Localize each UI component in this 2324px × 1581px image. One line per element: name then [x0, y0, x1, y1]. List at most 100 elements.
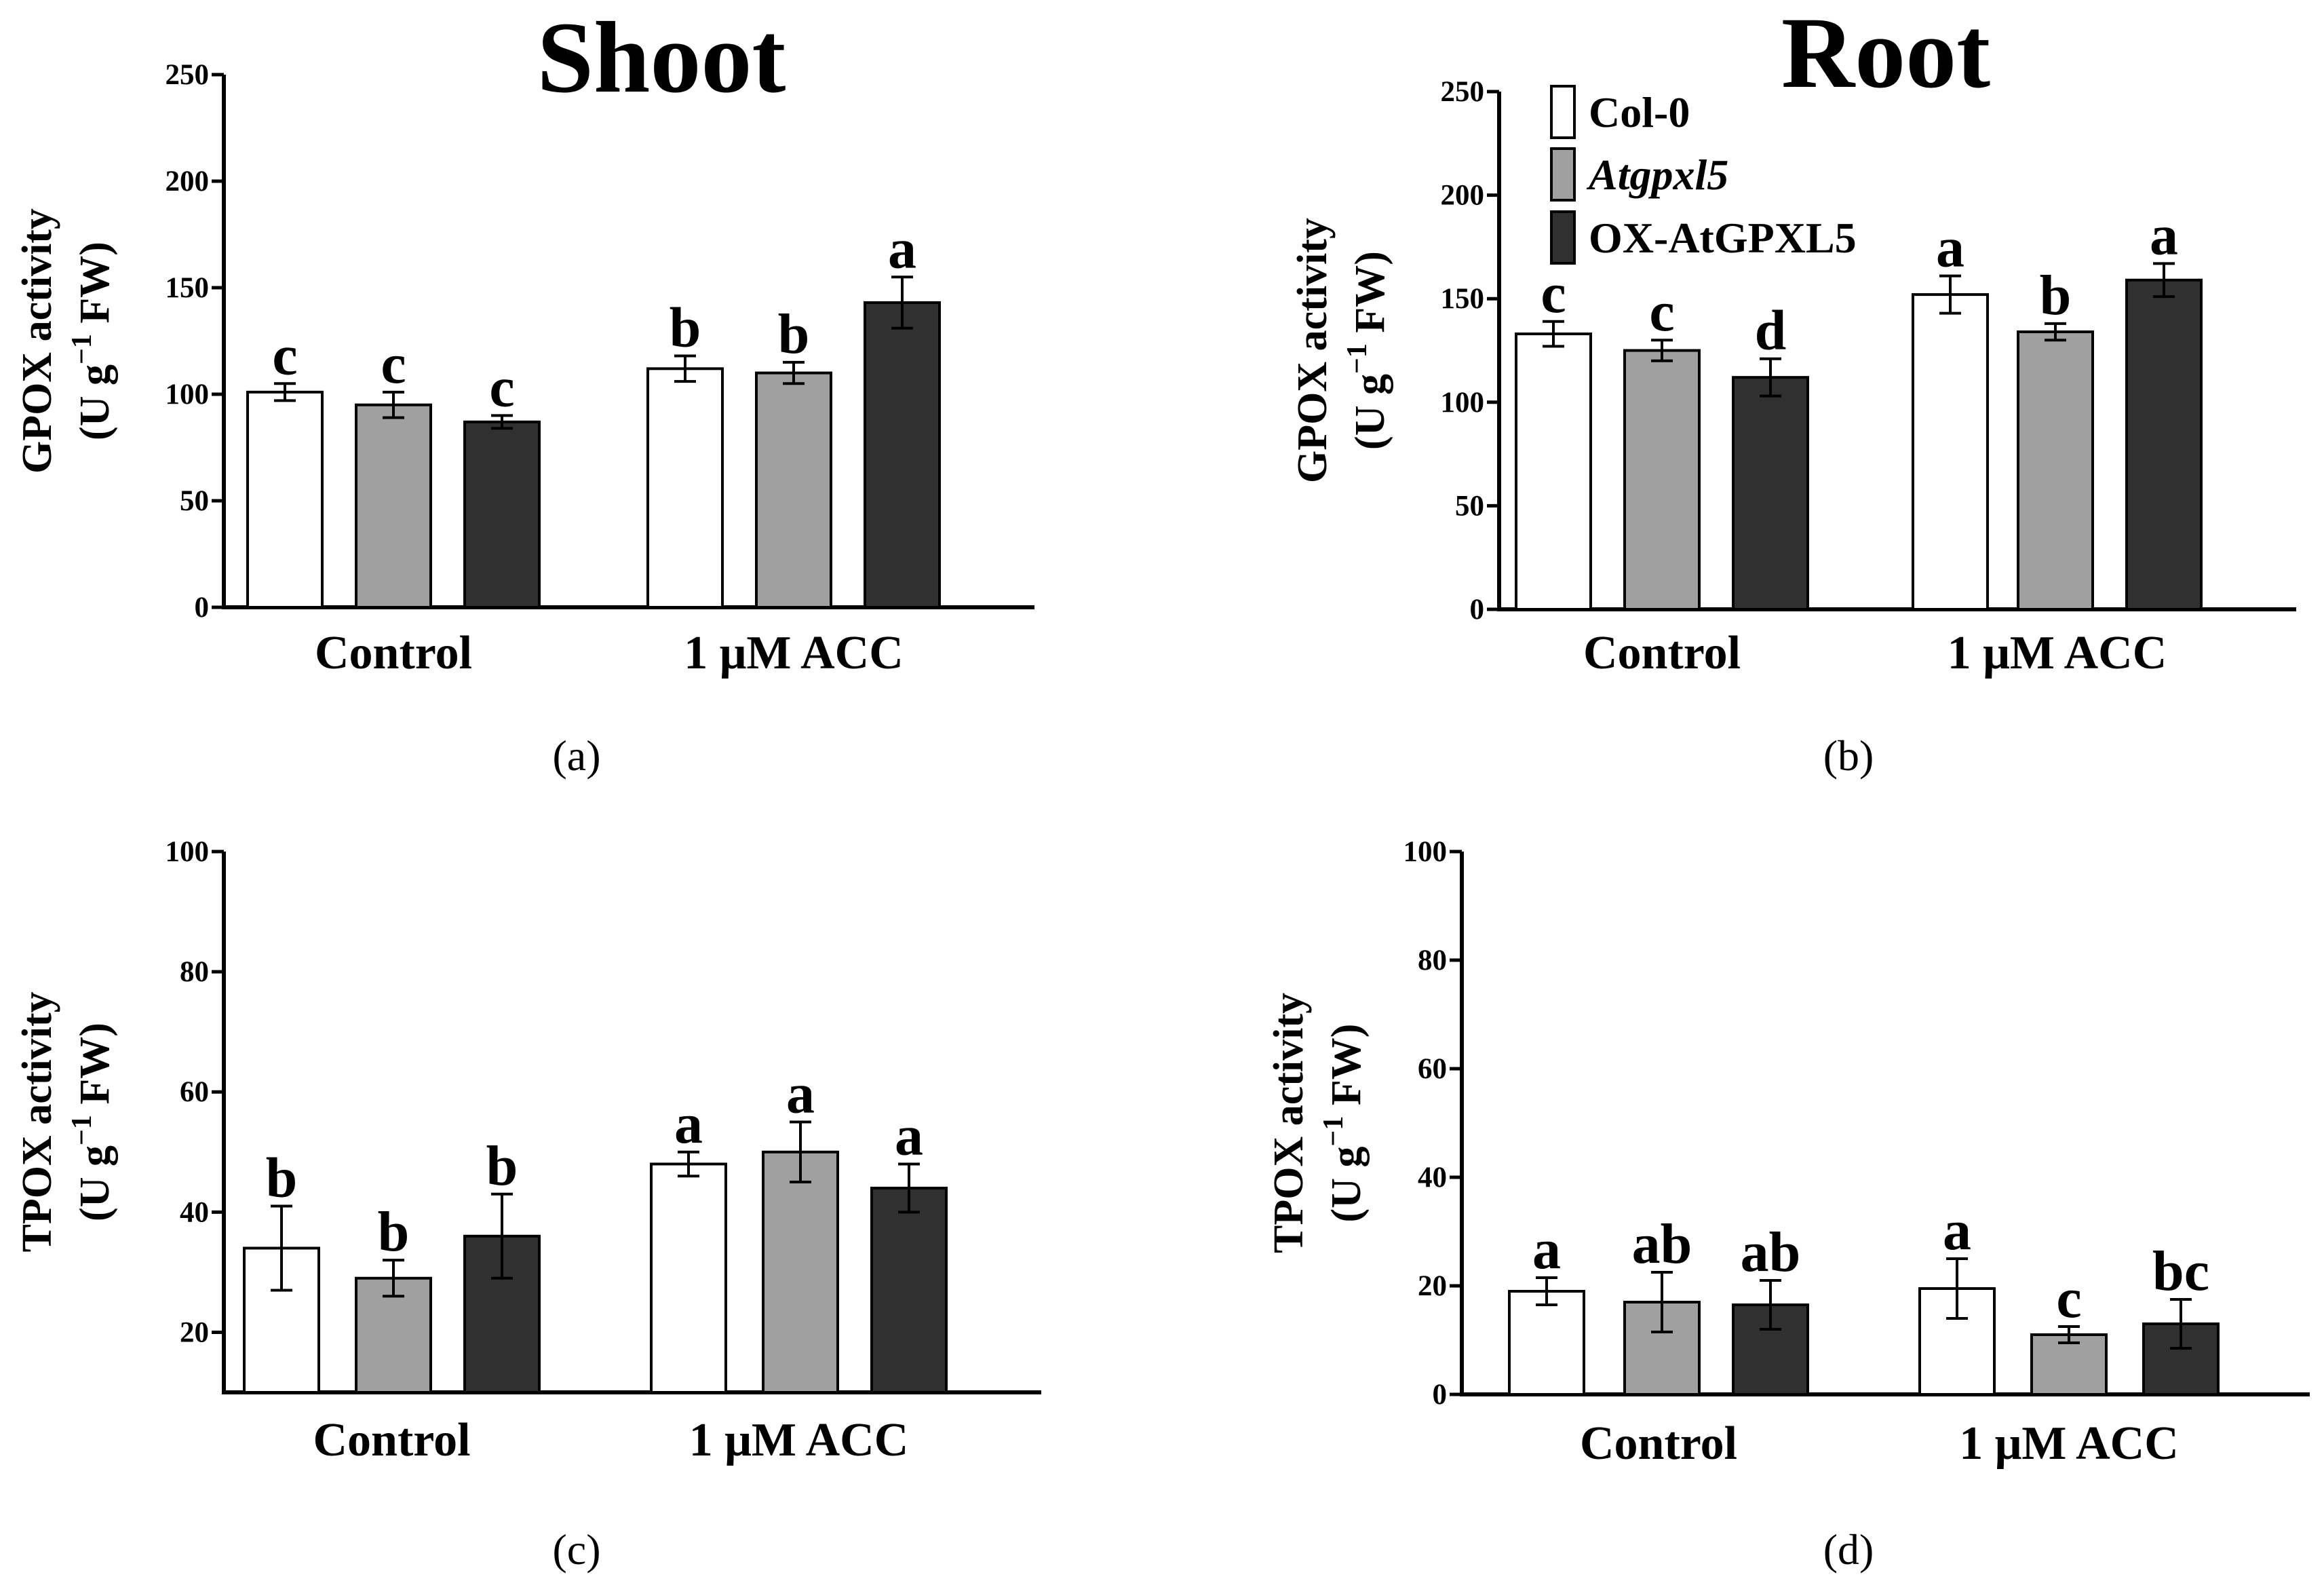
- y-axis-label-line1: TPOX activity: [14, 992, 60, 1253]
- panel-letter: (a): [552, 731, 600, 780]
- y-tick-label: 20: [180, 1316, 209, 1348]
- bar: [1732, 376, 1809, 611]
- significance-letter: ab: [1741, 1221, 1801, 1284]
- legend-swatch: [1550, 147, 1576, 202]
- y-tick-label: 100: [166, 836, 210, 868]
- significance-letter: b: [266, 1146, 298, 1209]
- category-label: Control: [1583, 627, 1741, 679]
- chart-panel-d: 0 20 40 60 80 100 TPOX activity (U g−1 FW) Contr…: [1266, 836, 2310, 1574]
- legend-label: OX-AtGPXL5: [1589, 214, 1857, 262]
- significance-letter: a: [2150, 204, 2178, 267]
- bar: [762, 1150, 839, 1394]
- y-tick-label: 0: [195, 592, 210, 624]
- panel-title: Shoot: [537, 1, 786, 114]
- legend-label: Col-0: [1589, 88, 1690, 136]
- legend: Col-0 Atgpxl5 OX-AtGPXL5: [1550, 85, 1857, 265]
- y-tick-label: 40: [180, 1196, 209, 1228]
- y-axis-label-suffix: FW): [72, 242, 118, 334]
- bar: [870, 1186, 948, 1394]
- y-tick-label: 60: [1418, 1053, 1447, 1085]
- y-tick-label: 200: [166, 166, 210, 197]
- category-label: 1 μM ACC: [689, 1414, 909, 1466]
- bar: [355, 1276, 432, 1394]
- y-axis-label-line1: GPOX activity: [14, 208, 60, 474]
- significance-letter: a: [674, 1092, 703, 1156]
- chart-panel-b: Root 0 50 100 150 200 250 GPOX activity (U g−1 F…: [1290, 0, 2296, 780]
- category-label: 1 μM ACC: [684, 627, 904, 679]
- significance-letter: a: [1936, 216, 1964, 280]
- bar: [650, 1162, 727, 1394]
- y-tick-label: 80: [180, 956, 209, 988]
- significance-letter: c: [1649, 280, 1674, 343]
- significance-letter: c: [489, 356, 514, 419]
- significance-letter: b: [2040, 264, 2072, 327]
- y-axis-label-suffix: FW): [72, 1023, 118, 1115]
- significance-letter: c: [272, 324, 297, 387]
- y-axis-label-sup: −1: [66, 334, 98, 364]
- panel-letter: (d): [1823, 1525, 1874, 1574]
- y-tick-label: 50: [1455, 490, 1484, 522]
- y-tick-label: 250: [1441, 76, 1485, 108]
- y-axis-label-line1: TPOX activity: [1266, 993, 1312, 1253]
- y-axis-label-sup: −1: [66, 1115, 98, 1145]
- y-tick-label: 100: [166, 379, 210, 411]
- y-tick-label: 150: [166, 272, 210, 304]
- bar: [646, 367, 724, 609]
- y-tick-label: 60: [180, 1076, 209, 1108]
- significance-letter: c: [381, 332, 406, 396]
- y-tick-label: 40: [1418, 1162, 1447, 1194]
- panel-letter: (b): [1823, 731, 1874, 780]
- y-axis-label-prefix: (U g: [72, 364, 118, 440]
- significance-letter: b: [378, 1200, 410, 1263]
- y-axis-label-sup: −1: [1342, 343, 1373, 374]
- bar: [755, 371, 832, 609]
- y-tick-label: 80: [1418, 945, 1447, 976]
- y-axis-label-prefix: (U g: [72, 1145, 118, 1221]
- y-tick-label: 250: [166, 59, 210, 91]
- y-axis-label-line2: (U g−1 FW): [66, 242, 118, 440]
- significance-letter: a: [888, 217, 916, 280]
- bar: [463, 420, 541, 609]
- bar: [864, 301, 941, 609]
- y-axis-label: TPOX activity (U g−1 FW): [14, 992, 118, 1253]
- significance-letter: ab: [1632, 1213, 1692, 1276]
- y-axis-label: TPOX activity (U g−1 FW): [1266, 993, 1370, 1253]
- y-tick-label: 200: [1441, 180, 1485, 212]
- y-axis-label-suffix: FW): [1347, 251, 1393, 343]
- significance-letter: b: [486, 1135, 518, 1198]
- category-label: Control: [1580, 1417, 1737, 1470]
- y-tick-label: 0: [1470, 594, 1485, 626]
- significance-letter: c: [2056, 1267, 2081, 1330]
- y-axis-label-line1: GPOX activity: [1290, 218, 1336, 483]
- significance-letter: a: [1943, 1199, 1971, 1262]
- y-axis-label-suffix: FW): [1323, 1024, 1370, 1116]
- legend-swatch: [1550, 210, 1576, 265]
- significance-letter: a: [1532, 1218, 1561, 1281]
- y-tick-label: 0: [1433, 1379, 1448, 1411]
- chart-panel-a: Shoot 0 50 100 150 200 250 GPOX activity (U g−1 …: [14, 1, 1034, 780]
- significance-letter: b: [670, 296, 701, 359]
- bar: [1508, 1290, 1585, 1396]
- y-tick-label: 20: [1418, 1270, 1447, 1302]
- category-label: Control: [313, 1414, 470, 1466]
- significance-letter: bc: [2152, 1240, 2209, 1303]
- bar: [2017, 330, 2094, 611]
- y-tick-label: 100: [1403, 836, 1448, 868]
- y-axis-label-line2: (U g−1 FW): [66, 1023, 118, 1221]
- y-axis-label-line2: (U g−1 FW): [1342, 251, 1393, 450]
- significance-letter: b: [778, 303, 810, 366]
- category-label: 1 μM ACC: [1948, 627, 2167, 679]
- y-axis-label-prefix: (U g: [1323, 1147, 1370, 1223]
- bar: [1623, 349, 1701, 611]
- legend-swatch: [1550, 85, 1576, 139]
- bar: [2125, 278, 2203, 611]
- legend-label: Atgpxl5: [1586, 151, 1728, 199]
- significance-letter: a: [895, 1104, 923, 1167]
- significance-letter: a: [786, 1063, 815, 1126]
- y-axis-label-line2: (U g−1 FW): [1318, 1024, 1370, 1223]
- y-tick-label: 100: [1441, 387, 1485, 419]
- y-tick-label: 50: [180, 485, 209, 517]
- panel-title: Root: [1781, 0, 1990, 109]
- significance-letter: c: [1541, 262, 1566, 325]
